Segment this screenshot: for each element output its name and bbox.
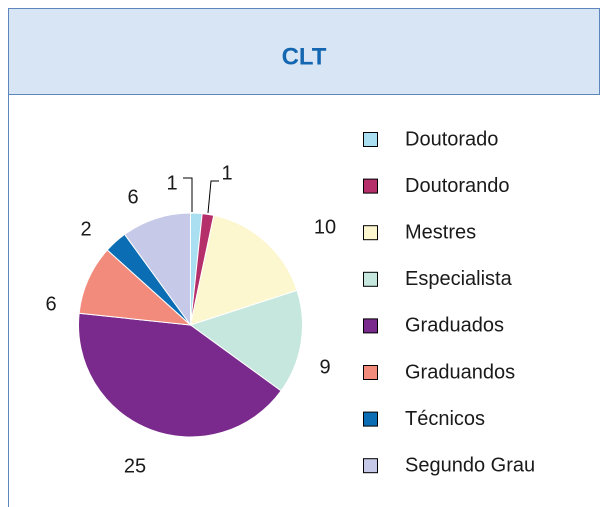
data-label: 2 — [80, 218, 91, 240]
data-label: 9 — [319, 356, 330, 378]
data-label: 25 — [124, 455, 146, 477]
legend-label: Doutorado — [405, 128, 498, 150]
data-label: 1 — [221, 162, 232, 184]
legend-label: Graduados — [405, 315, 504, 337]
legend-label: Mestres — [405, 221, 476, 243]
pie-slice — [189, 214, 298, 326]
legend-label: Segundo Grau — [405, 454, 535, 476]
legend-swatch — [363, 132, 378, 147]
data-label: 10 — [314, 216, 336, 238]
legend-swatch — [363, 318, 378, 334]
pie-slice — [189, 289, 303, 392]
legend-swatch — [363, 365, 378, 380]
legend-swatch — [363, 178, 378, 194]
header — [8, 8, 600, 95]
data-label: 1 — [166, 172, 177, 194]
legend-label: Doutorando — [405, 175, 510, 197]
legend-swatch — [363, 411, 378, 427]
legend-swatch — [363, 271, 378, 287]
data-label: 6 — [45, 293, 56, 315]
pie-slice — [123, 212, 191, 327]
leader-line — [207, 180, 219, 214]
data-label: 6 — [127, 186, 138, 208]
legend-swatch — [363, 458, 378, 474]
legend-label: Especialista — [405, 268, 513, 290]
legend-label: Técnicos — [405, 408, 485, 430]
leader-line — [183, 177, 193, 212]
chart-title: CLT — [282, 43, 327, 70]
legend-swatch — [363, 225, 378, 241]
pie-slice — [78, 312, 282, 438]
legend-label: Graduandos — [405, 361, 515, 383]
